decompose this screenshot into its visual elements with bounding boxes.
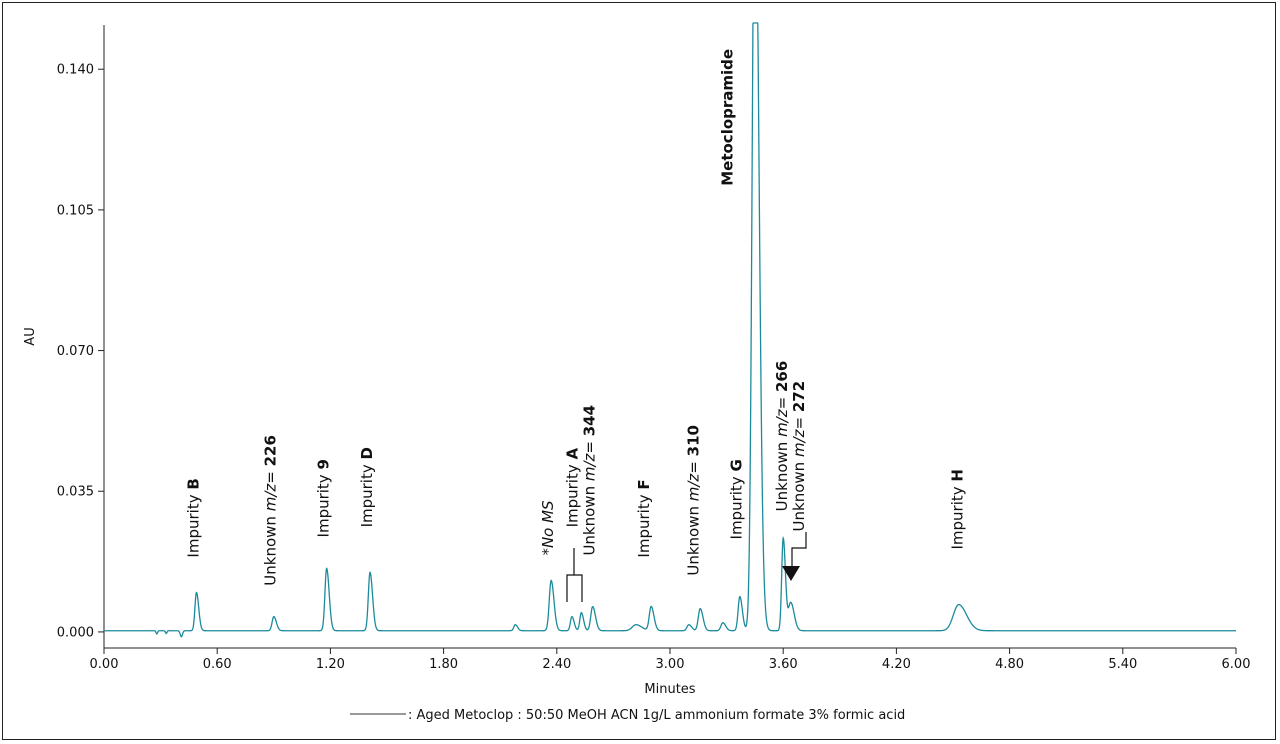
peak-label-segment: =	[773, 392, 791, 409]
peak-label-segment: Impurity	[948, 482, 966, 550]
y-tick-label: 0.035	[57, 485, 94, 500]
y-tick-label: 0.140	[57, 63, 94, 78]
legend-label: : Aged Metoclop : 50:50 MeOH ACN 1g/L am…	[408, 708, 905, 723]
x-tick-label: 1.80	[429, 657, 458, 672]
peak-label-segment: Unknown	[790, 457, 808, 531]
y-tick-label: 0.105	[57, 203, 94, 218]
peak-label-segment: Unknown	[684, 501, 702, 575]
x-tick-label: 3.60	[769, 657, 798, 672]
peak-label-segment: =	[684, 456, 702, 473]
peak-label: Impurity H	[948, 469, 966, 550]
x-ticks: 0.00 0.60 1.20 1.80 2.40 3.00 3.60 4.20 4.80 5.40…	[90, 648, 1251, 672]
bracket-impurity-a	[566, 548, 583, 602]
peak-label-segment: m/z	[684, 473, 702, 502]
peak-label-segment: Impurity	[564, 459, 582, 527]
x-tick-label: 4.80	[995, 657, 1024, 672]
peak-label-segment: Impurity	[315, 470, 333, 538]
peak-label-segment: Impurity	[635, 490, 653, 558]
x-tick-label: 4.20	[882, 657, 911, 672]
peak-label: Impurity A	[564, 447, 582, 527]
chromatogram-trace	[104, 22, 1236, 638]
peak-label: Unknown m/z= 226	[262, 435, 280, 586]
peak-label-segment: Impurity	[728, 472, 746, 540]
peak-label-segment: *No MS	[539, 500, 557, 556]
peak-label-segment: m/z	[581, 452, 599, 481]
x-tick-label: 0.00	[90, 657, 119, 672]
peak-label-segment: Impurity	[358, 459, 376, 527]
peak-label: Impurity G	[728, 459, 746, 539]
legend: : Aged Metoclop : 50:50 MeOH ACN 1g/L am…	[350, 708, 905, 723]
peak-label-segment: H	[948, 469, 966, 482]
arrow-head-unknown-272	[782, 566, 800, 581]
x-tick-label: 3.00	[656, 657, 685, 672]
peak-label: Impurity 9	[315, 459, 333, 537]
peak-label-segment: m/z	[773, 408, 791, 437]
peak-label-segment: Unknown	[773, 437, 791, 511]
axes: 0.000 0.035 0.070 0.105 0.140 0.00 0.60 1.20 1.…	[57, 25, 1251, 672]
peak-label-segment: G	[728, 459, 746, 471]
peak-label: Metoclopramide	[718, 49, 736, 186]
peak-label: *No MS	[539, 500, 557, 556]
peak-label-segment: m/z	[790, 428, 808, 457]
annotation-markers	[566, 532, 807, 602]
peak-label-segment: 9	[315, 459, 333, 469]
peak-label-segment: 272	[790, 381, 808, 412]
peak-label: Impurity F	[635, 479, 653, 557]
peak-label-segment: 310	[684, 425, 702, 456]
peak-label-segment: 226	[262, 435, 280, 466]
peak-label-segment: m/z	[262, 483, 280, 512]
x-axis-title: Minutes	[644, 682, 695, 697]
peak-label: Unknown m/z= 266	[773, 361, 791, 512]
peak-label: Impurity D	[358, 447, 376, 527]
peak-label-segment: Impurity	[184, 490, 202, 558]
x-tick-label: 1.20	[316, 657, 345, 672]
peak-label-segment: =	[262, 466, 280, 483]
peak-label-segment: D	[358, 447, 376, 459]
peak-label: Unknown m/z= 344	[581, 405, 599, 556]
peak-label-segment: Metoclopramide	[718, 49, 736, 186]
peak-label-segment: A	[564, 447, 582, 459]
peak-label: Impurity B	[184, 478, 202, 557]
peak-label: Unknown m/z= 310	[684, 425, 702, 576]
peak-label-segment: 344	[581, 405, 599, 436]
x-tick-label: 2.40	[542, 657, 571, 672]
peak-label-segment: 266	[773, 361, 791, 392]
x-tick-label: 5.40	[1108, 657, 1137, 672]
x-tick-label: 6.00	[1222, 657, 1251, 672]
peak-label-segment: F	[635, 479, 653, 489]
peak-label-segment: =	[790, 412, 808, 429]
y-ticks: 0.000 0.035 0.070 0.105 0.140	[57, 63, 104, 640]
peak-label-segment: Unknown	[581, 481, 599, 555]
peak-label-segment: B	[184, 478, 202, 489]
peak-label-segment: Unknown	[262, 511, 280, 585]
y-tick-label: 0.070	[57, 344, 94, 359]
bracket-unknown-272	[791, 532, 807, 568]
x-tick-label: 0.60	[203, 657, 232, 672]
peak-label: Unknown m/z= 272	[790, 381, 808, 532]
y-axis-title: AU	[23, 327, 38, 345]
y-tick-label: 0.000	[57, 625, 94, 640]
peak-label-segment: =	[581, 436, 599, 453]
